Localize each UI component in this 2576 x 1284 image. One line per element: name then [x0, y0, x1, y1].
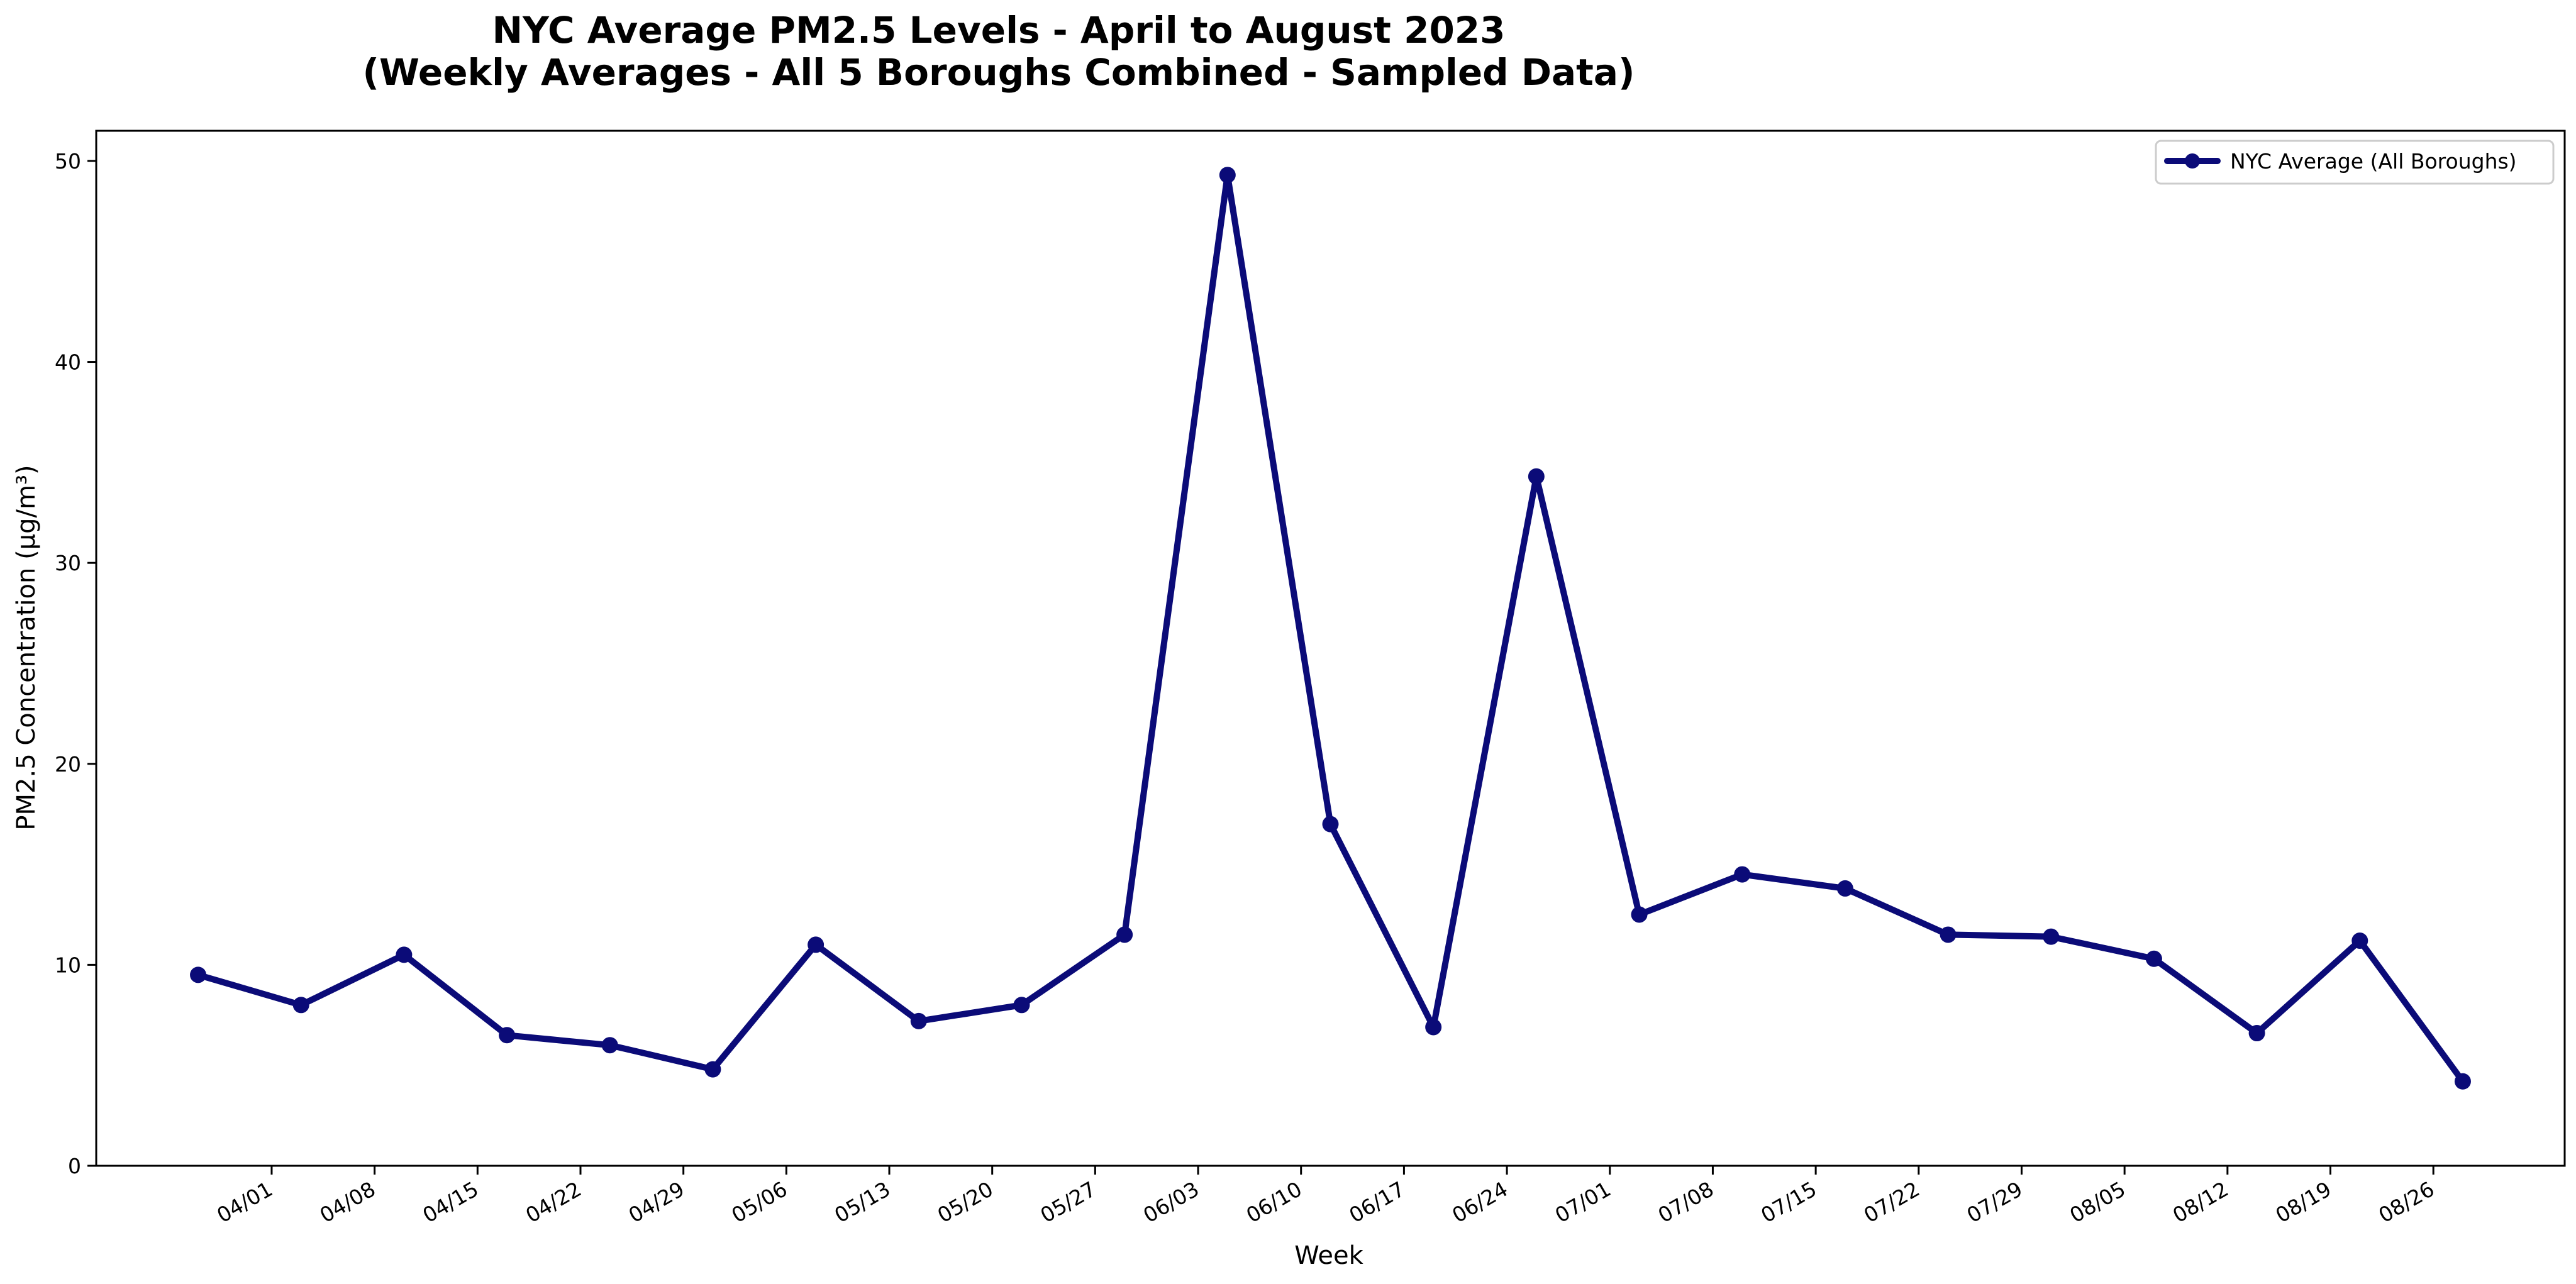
legend-label: NYC Average (All Boroughs) [2230, 149, 2517, 174]
x-tick-label: 05/20 [933, 1176, 997, 1227]
data-point [1631, 906, 1648, 923]
data-point [1013, 997, 1030, 1014]
data-point [1836, 880, 1853, 897]
x-tick-label: 06/10 [1242, 1176, 1306, 1227]
x-tick-label: 07/08 [1654, 1176, 1718, 1227]
data-point [2454, 1073, 2471, 1090]
x-tick-label: 04/29 [625, 1176, 689, 1227]
y-tick-label: 10 [55, 953, 81, 977]
series-path [195, 172, 2466, 1085]
data-point [1322, 816, 1339, 833]
data-point [601, 1037, 618, 1054]
data-point [1734, 866, 1751, 883]
legend-marker-swatch [2185, 153, 2200, 169]
legend-box [2155, 140, 2555, 185]
x-tick-label: 08/05 [2065, 1176, 2129, 1227]
x-tick-label: 07/22 [1860, 1176, 1924, 1227]
x-tick-label: 08/12 [2168, 1176, 2233, 1227]
x-axis: 04/01 04/08 04/15 04/22 04/29 05/06 05/13 05/20… [213, 1166, 2438, 1227]
x-tick-label: 04/08 [316, 1176, 380, 1227]
x-tick-label: 05/13 [830, 1176, 894, 1227]
legend: NYC Average (All Boroughs) [2155, 140, 2555, 185]
data-point [1940, 926, 1957, 943]
y-tick-label: 0 [68, 1154, 81, 1178]
x-axis-label: Week [1294, 1241, 1363, 1270]
data-point [808, 936, 824, 953]
x-tick-label: 04/15 [418, 1176, 482, 1227]
y-tick-label: 30 [55, 551, 81, 575]
y-tick-label: 40 [55, 350, 81, 375]
x-tick-label: 04/22 [521, 1176, 586, 1227]
data-point [1219, 167, 1236, 184]
data-point [1116, 926, 1133, 943]
data-point [396, 946, 413, 963]
x-tick-label: 06/24 [1448, 1176, 1512, 1227]
data-point [2351, 933, 2368, 949]
x-tick-label: 07/01 [1551, 1176, 1615, 1227]
x-tick-label: 06/03 [1139, 1176, 1203, 1227]
x-tick-label: 04/01 [213, 1176, 277, 1227]
x-tick-label: 07/29 [1963, 1176, 2027, 1227]
plot-area [95, 130, 2566, 1167]
data-point [2248, 1025, 2265, 1042]
data-point [2043, 928, 2060, 945]
x-tick-label: 08/26 [2374, 1176, 2438, 1227]
data-point [1425, 1019, 1442, 1036]
data-point [190, 966, 207, 983]
x-tick-label: 08/19 [2272, 1176, 2336, 1227]
x-tick-label: 05/27 [1036, 1176, 1101, 1227]
series-line [190, 167, 2471, 1090]
y-tick-label: 50 [55, 149, 81, 174]
y-axis-label: PM2.5 Concentration (µg/m³) [12, 465, 41, 830]
data-point [1528, 468, 1545, 485]
chart-title: NYC Average PM2.5 Levels - April to Augu… [492, 9, 1505, 52]
chart-subtitle: (Weekly Averages - All 5 Boroughs Combin… [362, 51, 1635, 94]
x-tick-label: 05/06 [727, 1176, 791, 1227]
data-point [292, 997, 309, 1014]
data-point [910, 1012, 927, 1029]
x-tick-label: 06/17 [1345, 1176, 1409, 1227]
y-tick-label: 20 [55, 752, 81, 777]
x-tick-label: 07/15 [1757, 1176, 1821, 1227]
y-axis: 0 10 20 30 40 50 [55, 149, 96, 1178]
data-point [499, 1027, 516, 1044]
data-point [2145, 950, 2162, 967]
data-point [704, 1061, 721, 1078]
